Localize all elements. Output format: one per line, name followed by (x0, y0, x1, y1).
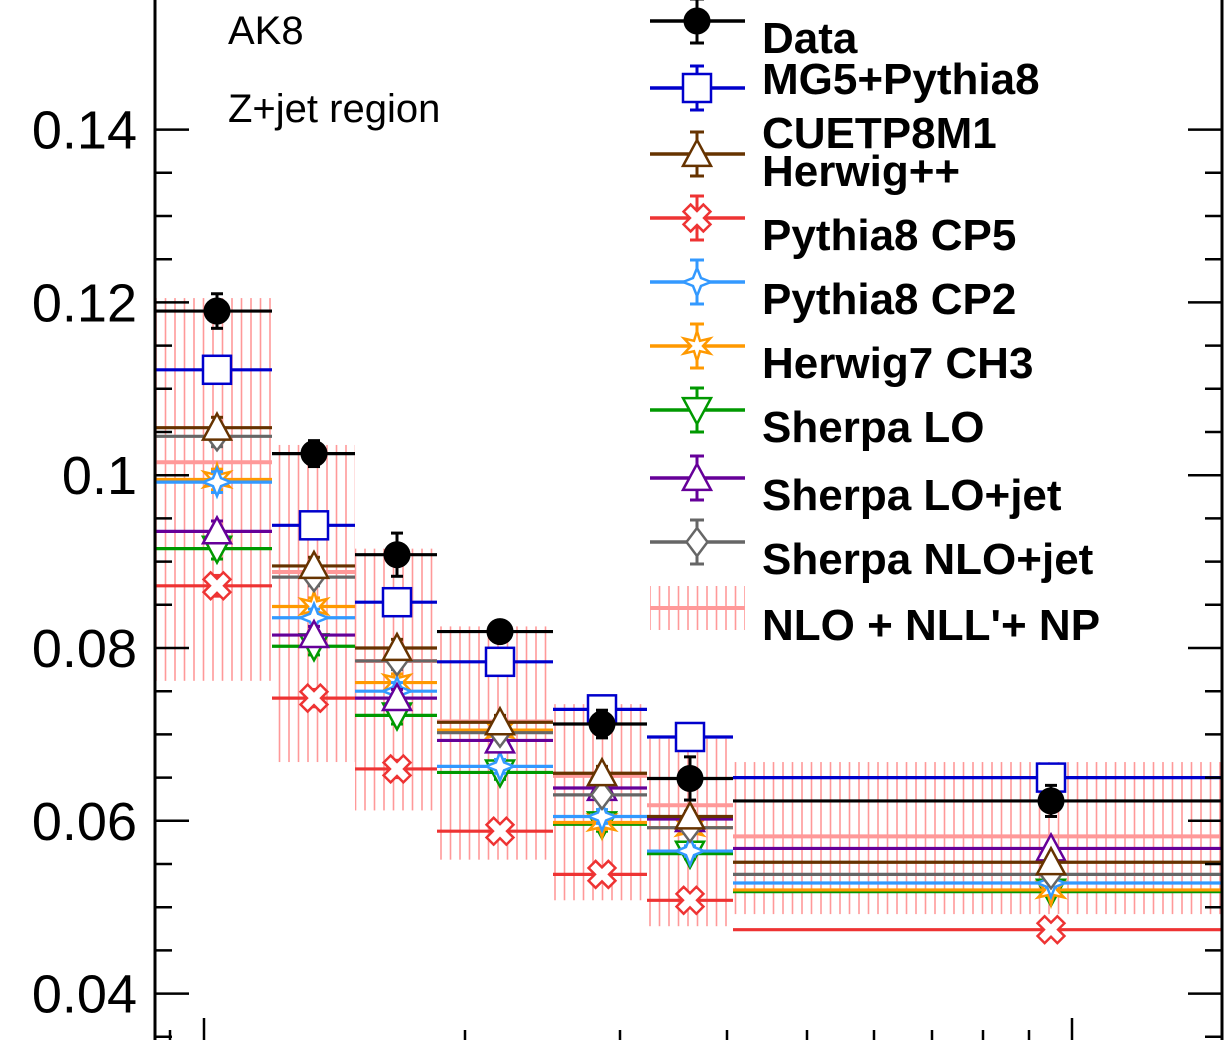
y-tick-label: 0.08 (32, 619, 137, 679)
legend-label: Herwig++ (762, 147, 960, 196)
marker-open-diamond (589, 778, 615, 811)
legend-label: Sherpa LO (762, 403, 985, 452)
marker-open-triangle-up (1034, 845, 1068, 876)
legend-item-mg5-pythia8-cuetp8m1: MG5+Pythia8 CUETP8M1 (650, 55, 1040, 158)
marker-open-triangle-up (585, 756, 619, 787)
series-data (155, 292, 1222, 818)
marker-open-star4 (672, 833, 708, 869)
legend-label: Sherpa LO+jet (762, 471, 1062, 520)
series-pythia8-cp5 (155, 570, 1222, 945)
marker-filled-circle (676, 764, 704, 792)
marker-open-square (381, 586, 413, 618)
marker-open-triangle-up (673, 799, 707, 830)
y-tick-label: 0.06 (32, 792, 137, 852)
marker-open-cross (586, 859, 618, 890)
marker-open-triangle-up (200, 514, 234, 545)
marker-open-star4 (584, 799, 620, 834)
marker-open-square (201, 354, 233, 386)
y-tick-label: 0.04 (32, 965, 137, 1025)
marker-filled-circle (683, 7, 711, 35)
legend-label: NLO + NLL'+ NP (762, 601, 1100, 650)
marker-open-star4 (482, 749, 518, 784)
marker-filled-circle (300, 440, 328, 468)
marker-open-triangle-up (380, 681, 414, 712)
legend-label: Herwig7 CH3 (762, 339, 1033, 388)
annotation-jet-algorithm: AK8 (228, 9, 304, 53)
marker-open-cross (484, 815, 516, 847)
marker-filled-circle (588, 710, 616, 738)
marker-open-triangle-up (297, 549, 331, 580)
legend-item-sherpa-lo-jet: Sherpa LO+jet (650, 454, 1062, 520)
marker-open-triangle-up (680, 461, 714, 492)
marker-open-cross (681, 202, 713, 234)
marker-open-cross (201, 570, 233, 601)
series-layer (155, 292, 1222, 945)
axes-layer: 0.04 0.06 0.08 0.1 0.12 0.14 (32, 0, 1224, 1040)
legend-label: Sherpa NLO+jet (762, 535, 1094, 584)
marker-open-star6 (680, 326, 714, 366)
y-tick-label: 0.14 (32, 101, 137, 161)
series-herwig- (155, 411, 1222, 876)
annotation-layer: AK8 Z+jet region (228, 9, 440, 131)
marker-open-square (681, 72, 713, 104)
legend-item-herwig-: Herwig++ (650, 130, 960, 196)
marker-open-cross (298, 682, 330, 714)
legend-item-herwig7-ch3: Herwig7 CH3 (650, 322, 1033, 388)
legend-item-sherpa-lo: Sherpa LO (650, 386, 985, 452)
marker-open-triangle-down (680, 396, 714, 427)
marker-filled-circle (1037, 787, 1065, 815)
marker-open-triangle-up (483, 705, 517, 736)
y-tick-label: 0.1 (62, 446, 137, 506)
marker-open-cross (674, 885, 706, 916)
marker-open-triangle-up (297, 618, 331, 649)
legend-label: CUETP8M1 (762, 109, 997, 158)
legend-item-pythia8-cp2: Pythia8 CP2 (650, 258, 1016, 324)
legend-label: Pythia8 CP2 (762, 275, 1016, 324)
marker-filled-circle (203, 297, 231, 325)
marker-open-triangle-up (200, 411, 234, 441)
legend-label: MG5+Pythia8 (762, 55, 1040, 104)
marker-open-cross (381, 753, 413, 785)
y-tick-label: 0.12 (32, 273, 137, 333)
legend-item-pythia8-cp5: Pythia8 CP5 (650, 194, 1016, 260)
marker-filled-circle (486, 618, 514, 646)
legend-item-data: Data (650, 0, 858, 63)
marker-open-square (298, 510, 330, 541)
legend-item-nlo-nll-np: NLO + NLL'+ NP (650, 586, 1100, 650)
legend-label: Data (762, 14, 858, 63)
marker-filled-circle (383, 541, 411, 569)
marker-open-square (674, 721, 706, 753)
marker-open-star4 (199, 464, 235, 500)
legend-item-sherpa-nlo-jet: Sherpa NLO+jet (650, 518, 1094, 584)
marker-open-cross (1035, 914, 1067, 945)
marker-open-star4 (679, 264, 715, 300)
marker-open-triangle-up (680, 137, 714, 168)
annotation-region: Z+jet region (228, 87, 440, 131)
marker-open-diamond (684, 525, 710, 559)
marker-open-square (484, 646, 516, 678)
series-mg5-pythia8-cuetp8m1 (155, 354, 1222, 793)
marker-open-triangle-up (380, 631, 414, 662)
legend-label: Pythia8 CP5 (762, 211, 1016, 260)
